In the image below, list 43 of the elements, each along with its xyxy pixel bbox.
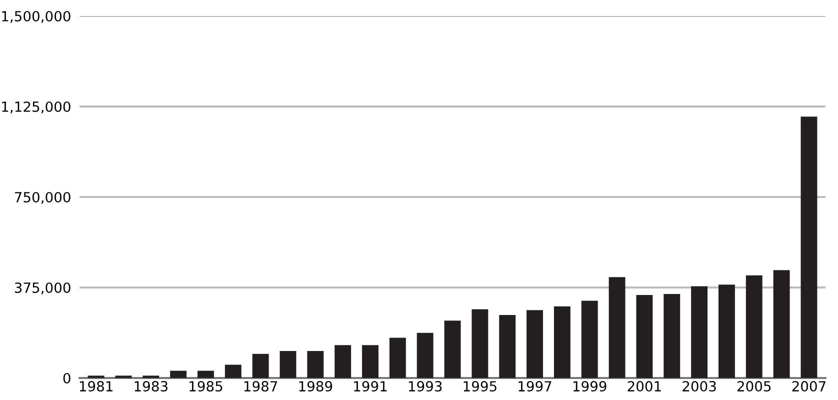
x-tick-label: 1989: [299, 381, 332, 392]
x-tick-label: 2001: [628, 381, 661, 392]
bar: [198, 370, 214, 378]
x-tick-label: 1993: [408, 381, 442, 392]
bar: [554, 306, 570, 378]
bar: [416, 332, 434, 378]
bar: [334, 345, 352, 378]
bar: [362, 345, 378, 378]
bar: [389, 338, 406, 378]
x-tick-label: 1985: [190, 381, 222, 392]
bar: [224, 364, 242, 378]
x-tick-label: 1981: [80, 381, 112, 392]
y-tick-label: 750,000: [14, 192, 70, 204]
bar: [499, 315, 516, 378]
x-tick-label: 1999: [573, 381, 606, 392]
x-tick-label: 1983: [134, 381, 168, 392]
x-tick-label: 1991: [354, 381, 387, 392]
bar: [252, 354, 269, 378]
bar: [718, 284, 735, 378]
x-tick-label: 1987: [244, 381, 278, 392]
x-tick-label: 2005: [737, 381, 771, 392]
bar: [664, 294, 680, 378]
x-tick-label: 1995: [464, 381, 496, 392]
bar: [170, 370, 187, 378]
y-tick-label: 375,000: [14, 282, 70, 294]
bar: [526, 310, 544, 378]
y-tick-label: 1,500,000: [2, 10, 70, 23]
bar: [636, 294, 653, 378]
bar: [691, 286, 708, 378]
bar: [581, 300, 598, 378]
bar: [444, 320, 461, 378]
bar: [800, 116, 818, 378]
bar: [746, 275, 762, 378]
x-tick-label: 2007: [792, 381, 826, 392]
y-tick-label: 0: [63, 372, 70, 384]
x-tick-label: 1997: [518, 381, 552, 392]
y-tick-label: 1,125,000: [2, 101, 70, 114]
bar: [280, 350, 296, 378]
bar: [307, 350, 324, 378]
bar: [773, 270, 790, 378]
bar: [608, 277, 626, 378]
bar: [472, 309, 488, 378]
x-tick-label: 2003: [682, 381, 716, 392]
